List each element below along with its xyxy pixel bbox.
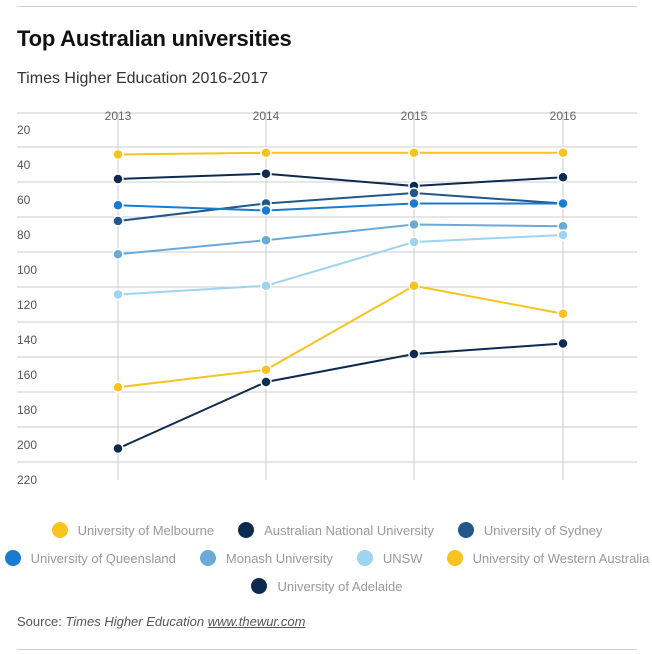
data-point bbox=[557, 337, 569, 350]
source-publication: Times Higher Education bbox=[65, 614, 205, 629]
legend-item: University of Adelaide bbox=[251, 578, 403, 594]
legend-label: UNSW bbox=[382, 550, 423, 566]
x-tick-label: 2013 bbox=[105, 109, 132, 123]
data-point bbox=[112, 148, 124, 161]
legend-item: University of Melbourne bbox=[51, 522, 215, 538]
data-point bbox=[557, 171, 569, 183]
series-line bbox=[117, 202, 563, 212]
data-point bbox=[112, 288, 124, 301]
data-point bbox=[260, 168, 272, 180]
legend-marker bbox=[4, 550, 21, 566]
data-point bbox=[557, 229, 569, 241]
legend-marker bbox=[446, 550, 463, 566]
legend-marker bbox=[238, 522, 255, 538]
data-point bbox=[260, 204, 272, 217]
y-axis: 20 40 60 80 100 120 140 160 180 200 220 bbox=[17, 123, 37, 487]
legend-marker bbox=[51, 522, 68, 538]
legend-label: University of Western Australia bbox=[472, 550, 650, 566]
data-point bbox=[557, 308, 569, 320]
legend-label: University of Queensland bbox=[30, 550, 176, 566]
legend-item: University of Sydney bbox=[457, 522, 603, 538]
series-line bbox=[117, 223, 564, 256]
legend-row-3: University of Adelaide bbox=[17, 572, 637, 600]
data-point bbox=[408, 147, 420, 159]
y-tick-label: 40 bbox=[17, 158, 31, 172]
legend-label: Australian National University bbox=[264, 522, 434, 538]
legend-item: Australian National University bbox=[238, 522, 434, 538]
legend-item: University of Queensland bbox=[4, 550, 176, 566]
data-point bbox=[260, 364, 272, 376]
legend-label: University of Melbourne bbox=[77, 522, 215, 538]
series-line bbox=[117, 172, 564, 188]
y-tick-label: 100 bbox=[17, 263, 37, 277]
legend-label: University of Sydney bbox=[483, 522, 603, 538]
y-tick-label: 220 bbox=[17, 473, 37, 487]
chart-title: Top Australian universities bbox=[17, 26, 292, 51]
y-tick-label: 160 bbox=[17, 368, 37, 382]
y-tick-label: 140 bbox=[17, 333, 37, 347]
series-lines bbox=[117, 151, 564, 450]
y-tick-label: 20 bbox=[17, 123, 31, 137]
x-tick-label: 2014 bbox=[253, 109, 280, 123]
series-line bbox=[117, 342, 564, 450]
y-tick-label: 180 bbox=[17, 403, 37, 417]
data-point bbox=[408, 236, 420, 248]
legend-marker bbox=[199, 550, 216, 566]
series-line bbox=[117, 284, 564, 389]
bottom-rule bbox=[17, 649, 637, 650]
data-point bbox=[408, 218, 420, 231]
source-prefix: Source: bbox=[17, 614, 62, 629]
data-point bbox=[260, 234, 272, 246]
data-point bbox=[408, 187, 420, 199]
data-point bbox=[112, 248, 124, 260]
source-note: Source: Times Higher Education www.thewu… bbox=[17, 614, 305, 629]
x-tick-label: 2015 bbox=[401, 109, 428, 123]
chart-subtitle: Times Higher Education 2016-2017 bbox=[17, 70, 269, 87]
legend: University of Melbourne Australian Natio… bbox=[4, 516, 649, 600]
data-point bbox=[408, 280, 420, 292]
data-point bbox=[557, 147, 569, 159]
source-link[interactable]: www.thewur.com bbox=[207, 614, 306, 629]
legend-label: University of Adelaide bbox=[277, 578, 403, 594]
gridlines bbox=[17, 112, 637, 480]
legend-marker bbox=[457, 522, 474, 538]
data-point bbox=[408, 348, 420, 360]
legend-label: Monash University bbox=[225, 550, 333, 566]
x-tick-label: 2016 bbox=[550, 109, 577, 123]
x-axis: 2013 2014 2015 2016 bbox=[105, 109, 577, 123]
series-line bbox=[117, 234, 564, 296]
top-rule bbox=[17, 6, 637, 7]
legend-row-1: University of Melbourne Australian Natio… bbox=[17, 516, 637, 544]
data-point bbox=[112, 215, 124, 227]
data-point bbox=[260, 280, 272, 292]
legend-marker bbox=[356, 550, 373, 566]
series-points bbox=[112, 147, 569, 455]
y-tick-label: 120 bbox=[17, 298, 37, 312]
legend-item: Monash University bbox=[199, 550, 333, 566]
series-line bbox=[117, 191, 564, 222]
y-tick-label: 80 bbox=[17, 228, 31, 242]
data-point bbox=[112, 381, 124, 393]
data-point bbox=[260, 147, 272, 159]
legend-item: UNSW bbox=[356, 550, 423, 566]
y-tick-label: 200 bbox=[17, 438, 37, 452]
data-point bbox=[112, 199, 124, 211]
legend-item: University of Western Australia bbox=[446, 550, 650, 566]
data-point bbox=[112, 173, 124, 185]
data-point bbox=[112, 442, 124, 455]
legend-row-2: University of Queensland Monash Universi… bbox=[4, 544, 649, 572]
legend-marker bbox=[251, 578, 268, 594]
data-point bbox=[260, 376, 272, 388]
data-point bbox=[557, 197, 569, 210]
series-line bbox=[117, 151, 563, 156]
data-point bbox=[408, 197, 420, 210]
y-tick-label: 60 bbox=[17, 193, 31, 207]
